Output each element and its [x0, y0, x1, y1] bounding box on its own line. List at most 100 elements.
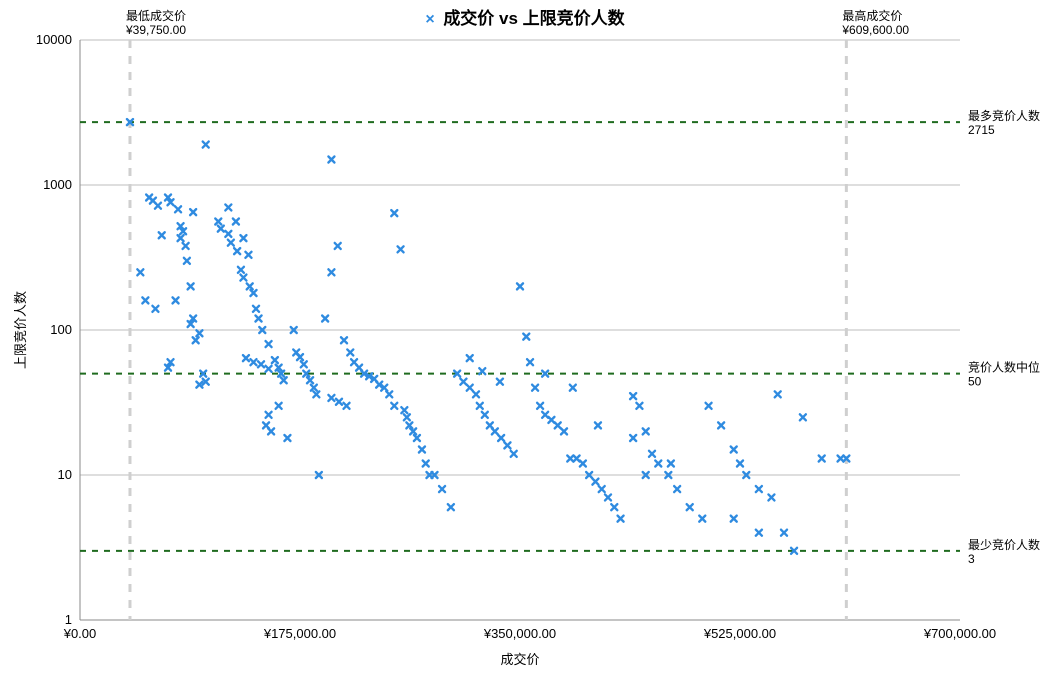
data-point — [247, 283, 253, 289]
data-point — [258, 361, 264, 367]
data-point — [245, 252, 251, 258]
data-point — [542, 371, 548, 377]
data-point — [276, 403, 282, 409]
data-point — [253, 306, 259, 312]
data-point — [281, 377, 287, 383]
data-point — [225, 204, 231, 210]
y-tick-label: 1 — [65, 612, 72, 627]
data-point — [523, 334, 529, 340]
data-point — [347, 349, 353, 355]
data-point — [630, 435, 636, 441]
data-point — [238, 267, 244, 273]
x-tick-label: ¥525,000.00 — [703, 626, 776, 641]
vline-label: 最低成交价 — [126, 8, 186, 23]
data-point — [301, 361, 307, 367]
hline-label: 竞价人数中位 — [968, 360, 1040, 375]
data-point — [188, 283, 194, 289]
data-point — [344, 403, 350, 409]
x-tick-label: ¥0.00 — [63, 626, 97, 641]
data-point — [142, 297, 148, 303]
data-point — [479, 368, 485, 374]
data-point — [250, 359, 256, 365]
data-point — [668, 461, 674, 467]
data-point — [266, 341, 272, 347]
data-point — [497, 379, 503, 385]
data-point — [266, 366, 272, 372]
data-point — [532, 385, 538, 391]
data-point — [756, 530, 762, 536]
data-point — [567, 455, 573, 461]
data-point — [391, 403, 397, 409]
data-point — [328, 269, 334, 275]
data-point — [448, 504, 454, 510]
data-point — [137, 269, 143, 275]
data-point — [592, 479, 598, 485]
data-point — [234, 248, 240, 254]
data-point — [173, 297, 179, 303]
data-point — [215, 219, 221, 225]
data-point — [605, 494, 611, 500]
data-point — [335, 243, 341, 249]
y-tick-label: 1000 — [43, 177, 72, 192]
data-point — [570, 385, 576, 391]
data-point — [655, 461, 661, 467]
data-point — [636, 403, 642, 409]
data-point — [737, 461, 743, 467]
data-point — [775, 391, 781, 397]
hline-value: 2715 — [968, 123, 995, 137]
legend-marker-icon: × — [425, 11, 434, 28]
data-point — [768, 494, 774, 500]
data-point — [460, 379, 466, 385]
data-point — [618, 516, 624, 522]
data-point — [256, 316, 262, 322]
data-point — [699, 516, 705, 522]
data-point — [183, 243, 189, 249]
data-point — [595, 422, 601, 428]
data-point — [328, 156, 334, 162]
data-point — [159, 232, 165, 238]
data-point — [599, 486, 605, 492]
data-point — [152, 306, 158, 312]
data-point — [473, 391, 479, 397]
data-point — [548, 417, 554, 423]
data-point — [781, 530, 787, 536]
data-point — [218, 226, 224, 232]
data-point — [414, 435, 420, 441]
data-point — [504, 442, 510, 448]
data-point — [284, 435, 290, 441]
data-point — [341, 337, 347, 343]
data-point — [266, 412, 272, 418]
data-point — [706, 403, 712, 409]
data-point — [511, 451, 517, 457]
chart-title: 成交价 vs 上限竞价人数 — [443, 8, 625, 28]
scatter-chart: 最低成交价¥39,750.00 最高成交价¥609,600.00 最多竞价人数271… — [0, 0, 1055, 675]
vline-value: ¥609,600.00 — [841, 23, 909, 37]
data-point — [537, 403, 543, 409]
data-point — [311, 385, 317, 391]
data-point — [756, 486, 762, 492]
data-point — [398, 246, 404, 252]
data-point — [240, 235, 246, 241]
hline-value: 50 — [968, 375, 982, 389]
data-point — [611, 504, 617, 510]
data-point — [482, 412, 488, 418]
data-point — [250, 290, 256, 296]
data-point — [423, 461, 429, 467]
data-point — [687, 504, 693, 510]
x-tick-label: ¥350,000.00 — [483, 626, 556, 641]
data-point — [517, 283, 523, 289]
hline-label: 最多竞价人数 — [968, 108, 1040, 123]
data-point — [190, 209, 196, 215]
data-point — [203, 142, 209, 148]
data-point — [819, 455, 825, 461]
data-point — [731, 446, 737, 452]
vline-value: ¥39,750.00 — [125, 23, 186, 37]
data-point — [643, 428, 649, 434]
data-point — [580, 461, 586, 467]
x-tick-label: ¥700,000.00 — [923, 626, 996, 641]
data-point — [328, 395, 334, 401]
data-point — [178, 235, 184, 241]
data-point — [555, 422, 561, 428]
data-point — [155, 203, 161, 209]
vline-label: 最高成交价 — [842, 8, 902, 23]
